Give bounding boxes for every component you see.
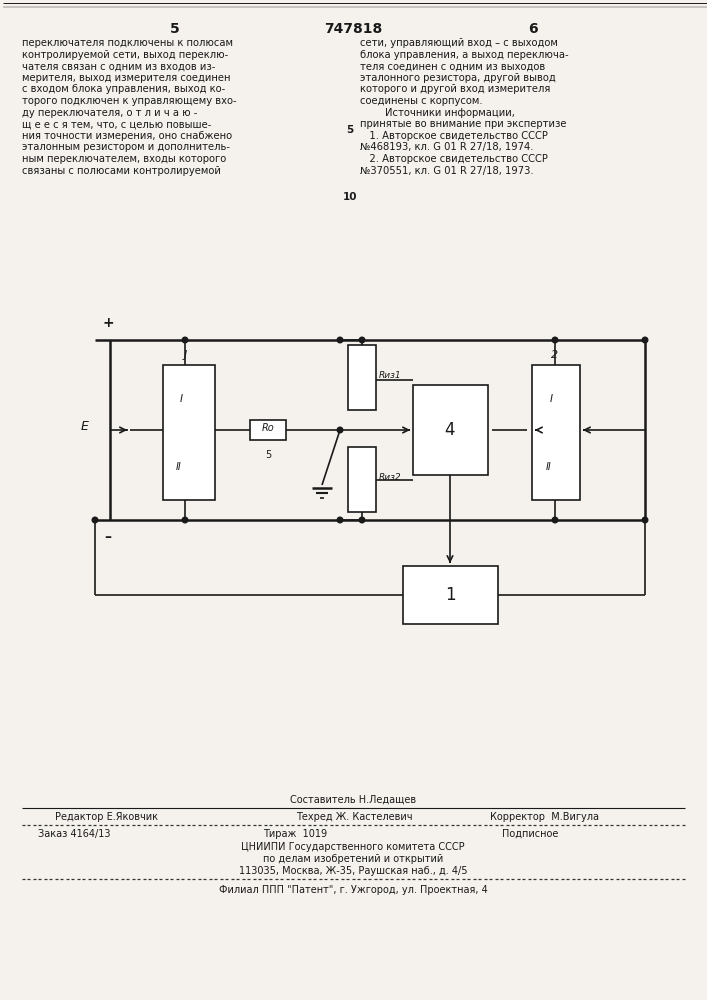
Text: 113035, Москва, Ж-35, Раушская наб., д. 4/5: 113035, Москва, Ж-35, Раушская наб., д. … [239, 866, 467, 876]
Circle shape [182, 517, 188, 523]
Text: 2: 2 [551, 350, 559, 360]
Text: по делам изобретений и открытий: по делам изобретений и открытий [263, 854, 443, 864]
Circle shape [337, 517, 343, 523]
Circle shape [337, 427, 343, 433]
Text: Техред Ж. Кастелевич: Техред Ж. Кастелевич [296, 812, 412, 822]
Text: 747818: 747818 [324, 22, 382, 36]
Text: Rиз1: Rиз1 [379, 371, 402, 380]
Text: J: J [183, 350, 187, 360]
Text: Филиал ППП "Патент", г. Ужгород, ул. Проектная, 4: Филиал ППП "Патент", г. Ужгород, ул. Про… [218, 885, 487, 895]
Text: Редактор Е.Яковчик: Редактор Е.Яковчик [55, 812, 158, 822]
Text: Rиз2: Rиз2 [379, 474, 402, 483]
Text: Составитель Н.Ледащев: Составитель Н.Ледащев [290, 795, 416, 805]
Text: 1: 1 [445, 586, 455, 604]
Bar [250, 420, 286, 440]
Text: ЦНИИПИ Государственного комитета СССР: ЦНИИПИ Государственного комитета СССР [241, 842, 464, 852]
Text: сети, управляющий вход – с выходом
блока управления, а выход переключа-
теля сое: сети, управляющий вход – с выходом блока… [360, 38, 568, 176]
Circle shape [92, 517, 98, 523]
Text: 5: 5 [265, 450, 271, 460]
Bar [532, 365, 580, 500]
Bar [348, 345, 376, 410]
Text: Тираж  1019: Тираж 1019 [263, 829, 327, 839]
Text: –: – [105, 530, 112, 544]
Text: Подписное: Подписное [502, 829, 559, 839]
Text: I: I [549, 394, 552, 404]
Circle shape [552, 337, 558, 343]
Text: II: II [546, 462, 552, 472]
Bar [413, 385, 488, 475]
Text: 10: 10 [343, 192, 357, 202]
Circle shape [337, 337, 343, 343]
Bar [163, 365, 215, 500]
Circle shape [359, 517, 365, 523]
Text: Rо: Rо [262, 423, 274, 433]
Circle shape [552, 517, 558, 523]
Text: 4: 4 [445, 421, 455, 439]
Text: переключателя подключены к полюсам
контролируемой сети, выход переклю-
чателя св: переключателя подключены к полюсам контр… [22, 38, 237, 176]
Text: 6: 6 [528, 22, 538, 36]
Text: Корректор  М.Вигула: Корректор М.Вигула [490, 812, 599, 822]
Circle shape [642, 337, 648, 343]
Text: E: E [81, 420, 89, 432]
Bar [403, 566, 498, 624]
Bar [348, 447, 376, 512]
Text: 5: 5 [170, 22, 180, 36]
Circle shape [642, 517, 648, 523]
Text: 5: 5 [346, 125, 354, 135]
Text: +: + [103, 316, 114, 330]
Circle shape [182, 337, 188, 343]
Circle shape [359, 337, 365, 343]
Text: II: II [176, 462, 182, 472]
Text: Заказ 4164/13: Заказ 4164/13 [38, 829, 110, 839]
Text: I: I [180, 394, 182, 404]
